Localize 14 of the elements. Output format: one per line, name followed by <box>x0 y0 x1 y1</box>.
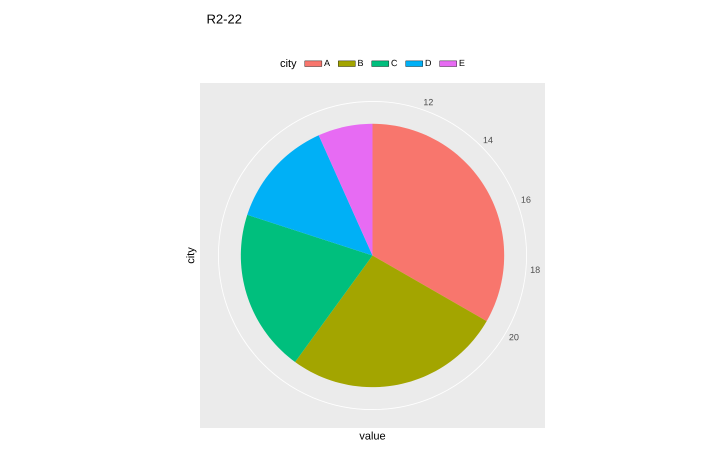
chart-title: R2-22 <box>208 14 242 24</box>
legend-title: city <box>280 58 297 70</box>
text: 12 <box>424 98 433 106</box>
legend-label: A <box>324 60 330 66</box>
text: city <box>186 247 196 264</box>
legend-label: E <box>460 60 465 66</box>
text: 18 <box>530 266 540 273</box>
text: value <box>359 432 386 440</box>
legend-label: C <box>391 60 398 66</box>
legend-label: D <box>426 60 432 66</box>
text: 14 <box>484 136 493 144</box>
legend-label: B <box>358 60 364 66</box>
text: 20 <box>509 334 519 340</box>
text: 16 <box>522 196 531 203</box>
